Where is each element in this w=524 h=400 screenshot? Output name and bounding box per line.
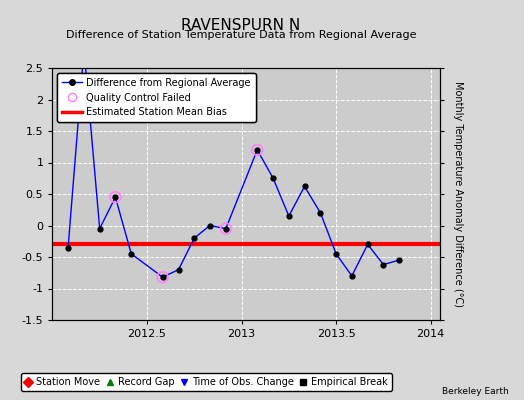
Point <box>253 147 261 153</box>
Text: Berkeley Earth: Berkeley Earth <box>442 387 508 396</box>
Point <box>111 194 119 200</box>
Y-axis label: Monthly Temperature Anomaly Difference (°C): Monthly Temperature Anomaly Difference (… <box>453 81 463 307</box>
Text: RAVENSPURN N: RAVENSPURN N <box>181 18 301 33</box>
Text: Difference of Station Temperature Data from Regional Average: Difference of Station Temperature Data f… <box>66 30 416 40</box>
Legend: Station Move, Record Gap, Time of Obs. Change, Empirical Break: Station Move, Record Gap, Time of Obs. C… <box>20 373 392 391</box>
Point <box>222 226 230 232</box>
Point <box>158 274 167 280</box>
Legend: Difference from Regional Average, Quality Control Failed, Estimated Station Mean: Difference from Regional Average, Qualit… <box>57 73 256 122</box>
